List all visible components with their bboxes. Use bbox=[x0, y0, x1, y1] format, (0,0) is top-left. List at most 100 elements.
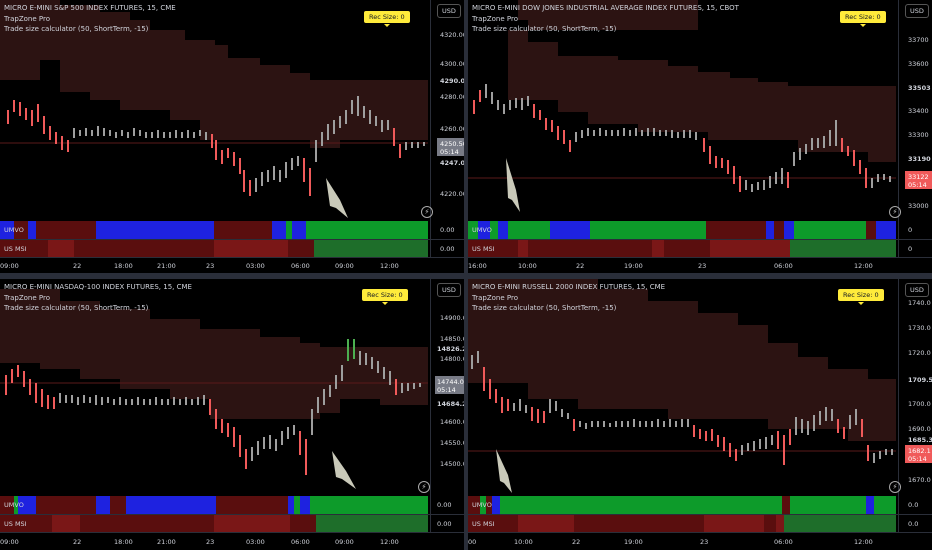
indicator-trapzone[interactable]: TrapZone Pro bbox=[472, 14, 519, 23]
symbol-title[interactable]: MICRO E-MINI RUSSELL 2000 INDEX FUTURES,… bbox=[472, 283, 666, 291]
axis-tick: 05:14 bbox=[908, 455, 927, 463]
candles bbox=[7, 96, 425, 196]
indicator-trapzone[interactable]: TrapZone Pro bbox=[4, 14, 51, 23]
umvo-strip bbox=[0, 221, 428, 239]
lightning-icon[interactable]: ⚡ bbox=[421, 206, 433, 218]
time-tick: 21:00 bbox=[157, 538, 176, 546]
trapzone-cloud bbox=[0, 289, 428, 419]
chart-pane-russell[interactable]: 1740.0 1730.0 1720.0 1709.5 1700.0 1690.… bbox=[468, 279, 932, 550]
time-tick: 23 bbox=[700, 538, 708, 546]
currency-button[interactable]: USD bbox=[905, 4, 929, 18]
axis-tick: 4320.00 bbox=[440, 31, 464, 39]
axis-tick: 14744.00 bbox=[437, 378, 464, 386]
time-tick: 23 bbox=[206, 538, 214, 546]
axis-tick: 14826.25 bbox=[437, 345, 464, 353]
msi-label: US MSI bbox=[4, 245, 27, 253]
umvo-value: 0.0 bbox=[908, 501, 919, 509]
axis-tick: 1730.0 bbox=[908, 324, 931, 332]
chart-pane-dow[interactable]: 33700 33600 33503 33400 33300 33190 3312… bbox=[468, 0, 932, 273]
pane-svg-0: 4320.00 4300.00 4290.00 4280.00 4260.00 … bbox=[0, 0, 464, 270]
msi-strip bbox=[0, 515, 428, 532]
indicator-trade-size[interactable]: Trade size calculator (50, ShortTerm, -1… bbox=[472, 304, 617, 312]
axis-tick: 33400 bbox=[908, 107, 929, 115]
chart-pane-nasdaq[interactable]: 14900.00 14850.00 14826.25 14800.00 1474… bbox=[0, 279, 464, 550]
time-tick: 23 bbox=[698, 262, 706, 270]
trapzone-cloud bbox=[468, 279, 896, 441]
indicator-trade-size[interactable]: Trade size calculator (50, ShortTerm, -1… bbox=[4, 25, 149, 33]
time-tick: 22 bbox=[572, 538, 580, 546]
arrow-annotation bbox=[326, 178, 348, 218]
time-tick: 10:00 bbox=[518, 262, 537, 270]
pane-svg-1: 33700 33600 33503 33400 33300 33190 3312… bbox=[468, 0, 932, 270]
msi-label: US MSI bbox=[472, 520, 495, 528]
umvo-label: UMVO bbox=[472, 226, 492, 234]
time-axis: 16:00 10:00 22 19:00 23 06:00 12:00 bbox=[468, 262, 873, 270]
axis-tick: 14600.00 bbox=[440, 418, 464, 426]
axis-tick: 1670.0 bbox=[908, 476, 931, 484]
time-tick: 22 bbox=[73, 262, 81, 270]
trapzone-cloud bbox=[508, 0, 896, 162]
msi-strip bbox=[468, 240, 896, 257]
indicator-trapzone[interactable]: TrapZone Pro bbox=[4, 293, 51, 302]
time-tick: 03:00 bbox=[246, 538, 265, 546]
time-tick: 03:00 bbox=[246, 262, 265, 270]
indicator-trade-size[interactable]: Trade size calculator (50, ShortTerm, -1… bbox=[472, 25, 617, 33]
umvo-label: UMVO bbox=[472, 501, 492, 509]
axis-tick: 4250.50 bbox=[440, 140, 464, 148]
axis-tick: 33300 bbox=[908, 131, 929, 139]
trapzone-cloud bbox=[0, 0, 428, 148]
umvo-value: 0 bbox=[908, 226, 913, 234]
time-tick: 22 bbox=[576, 262, 584, 270]
lightning-icon[interactable]: ⚡ bbox=[418, 481, 430, 493]
price-axis: 4320.00 4300.00 4290.00 4280.00 4260.00 … bbox=[437, 31, 464, 198]
candles bbox=[471, 351, 893, 465]
chart-legend: MICRO E-MINI RUSSELL 2000 INDEX FUTURES,… bbox=[472, 282, 665, 314]
arrow-annotation bbox=[332, 451, 356, 489]
pane-divider-horizontal[interactable] bbox=[0, 273, 932, 279]
time-axis: 09:00 22 18:00 21:00 23 03:00 06:00 09:0… bbox=[0, 262, 399, 270]
candles bbox=[473, 84, 891, 192]
indicator-trade-size[interactable]: Trade size calculator (50, ShortTerm, -1… bbox=[4, 304, 149, 312]
axis-tick: 4260.00 bbox=[440, 125, 464, 133]
umvo-value: 0.00 bbox=[437, 501, 452, 509]
lightning-icon[interactable]: ⚡ bbox=[889, 206, 901, 218]
time-tick: 06:00 bbox=[774, 538, 793, 546]
time-tick: 00 bbox=[468, 538, 476, 546]
currency-button[interactable]: USD bbox=[437, 4, 461, 18]
pane-svg-3: 1740.0 1730.0 1720.0 1709.5 1700.0 1690.… bbox=[468, 279, 932, 546]
umvo-strip bbox=[0, 496, 428, 514]
time-tick: 09:00 bbox=[335, 538, 354, 546]
axis-tick: 05:14 bbox=[440, 148, 459, 156]
chart-pane-sp500[interactable]: 4320.00 4300.00 4290.00 4280.00 4260.00 … bbox=[0, 0, 464, 273]
time-tick: 12:00 bbox=[380, 262, 399, 270]
axis-tick: 14900.00 bbox=[440, 314, 464, 322]
symbol-title[interactable]: MICRO E-MINI NASDAQ-100 INDEX FUTURES, 1… bbox=[4, 283, 192, 291]
axis-tick: 14550.00 bbox=[440, 439, 464, 447]
chart-legend: MICRO E-MINI S&P 500 INDEX FUTURES, 15, … bbox=[4, 3, 176, 35]
time-tick: 18:00 bbox=[114, 538, 133, 546]
price-axis: 1740.0 1730.0 1720.0 1709.5 1700.0 1690.… bbox=[905, 299, 932, 484]
msi-strip bbox=[0, 240, 428, 257]
indicator-trapzone[interactable]: TrapZone Pro bbox=[472, 293, 519, 302]
msi-strip bbox=[468, 515, 896, 532]
axis-tick: 33190 bbox=[908, 155, 931, 163]
axis-tick: 1682.1 bbox=[908, 447, 931, 455]
time-tick: 12:00 bbox=[854, 262, 873, 270]
axis-tick: 14850.00 bbox=[440, 335, 464, 343]
time-tick: 22 bbox=[73, 538, 81, 546]
time-tick: 12:00 bbox=[380, 538, 399, 546]
axis-tick: 4220.00 bbox=[440, 190, 464, 198]
time-axis: 00 10:00 22 19:00 23 06:00 12:00 bbox=[468, 538, 873, 546]
rec-size-badge: Rec Size: 0 bbox=[838, 289, 884, 305]
symbol-title[interactable]: MICRO E-MINI DOW JONES INDUSTRIAL AVERAG… bbox=[472, 4, 739, 12]
price-axis: 14900.00 14850.00 14826.25 14800.00 1474… bbox=[435, 314, 464, 468]
currency-button[interactable]: USD bbox=[905, 283, 929, 297]
symbol-title[interactable]: MICRO E-MINI S&P 500 INDEX FUTURES, 15, … bbox=[4, 4, 176, 12]
currency-button[interactable]: USD bbox=[437, 283, 461, 297]
arrow-annotation bbox=[496, 449, 512, 493]
axis-tick: 1700.0 bbox=[908, 400, 931, 408]
umvo-label: UMVO bbox=[4, 501, 24, 509]
msi-value: 0.00 bbox=[440, 245, 455, 253]
chart-legend: MICRO E-MINI DOW JONES INDUSTRIAL AVERAG… bbox=[472, 3, 739, 35]
lightning-icon[interactable]: ⚡ bbox=[889, 481, 901, 493]
